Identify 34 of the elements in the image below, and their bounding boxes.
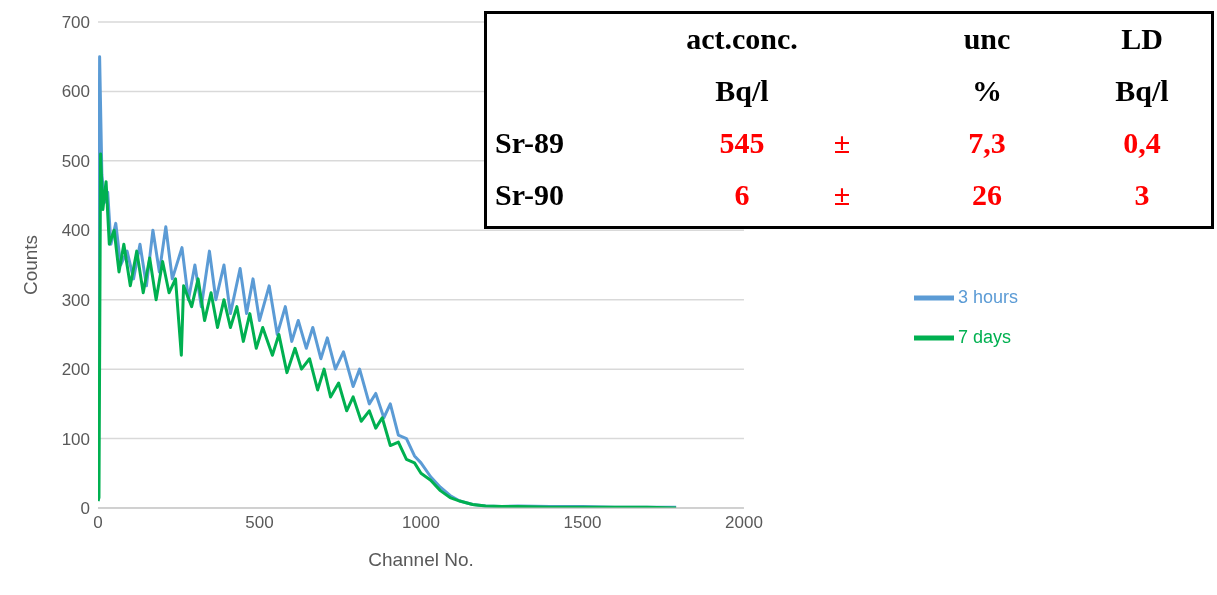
- x-tick-label: 1000: [402, 513, 440, 533]
- y-axis-title: Counts: [19, 234, 41, 296]
- annotation: 545: [718, 126, 766, 160]
- text: LD: [1121, 22, 1163, 55]
- text: Bq/l: [1115, 74, 1169, 107]
- y-tick-label: 600: [61, 82, 90, 102]
- y-tick-label: 0: [80, 499, 90, 519]
- text: %: [972, 74, 1002, 107]
- text: unc: [963, 22, 1011, 55]
- x-tick-label: 2000: [725, 513, 763, 533]
- y-tick-label: 200: [61, 360, 90, 380]
- text: 7,3: [968, 126, 1006, 159]
- y-tick-label: 400: [61, 221, 90, 241]
- text: 0,4: [1123, 126, 1161, 159]
- annotation: Bq/l: [714, 74, 770, 108]
- x-tick-label: 500: [245, 513, 274, 533]
- x-tick-label: 1500: [563, 513, 602, 533]
- annotation: Sr-90: [495, 178, 565, 212]
- text: ±: [833, 178, 851, 211]
- annotation: act.conc.: [685, 22, 799, 56]
- text: 26: [972, 178, 1002, 211]
- y-tick-label: 700: [61, 13, 90, 33]
- y-tick-label: 500: [61, 151, 90, 171]
- annotation: Sr-89: [495, 126, 565, 160]
- x-axis-title: Channel No.: [368, 549, 474, 570]
- text: 3: [1134, 178, 1150, 211]
- y-tick-label: 100: [61, 429, 90, 449]
- text: ±: [833, 126, 851, 159]
- legend-label: 7 days: [957, 326, 1011, 347]
- x-tick-label: 0: [93, 513, 103, 533]
- legend-label: 3 hours: [957, 286, 1018, 307]
- y-tick-label: 300: [61, 290, 90, 310]
- annotation: 6: [733, 178, 751, 212]
- line-series: [98, 152, 678, 508]
